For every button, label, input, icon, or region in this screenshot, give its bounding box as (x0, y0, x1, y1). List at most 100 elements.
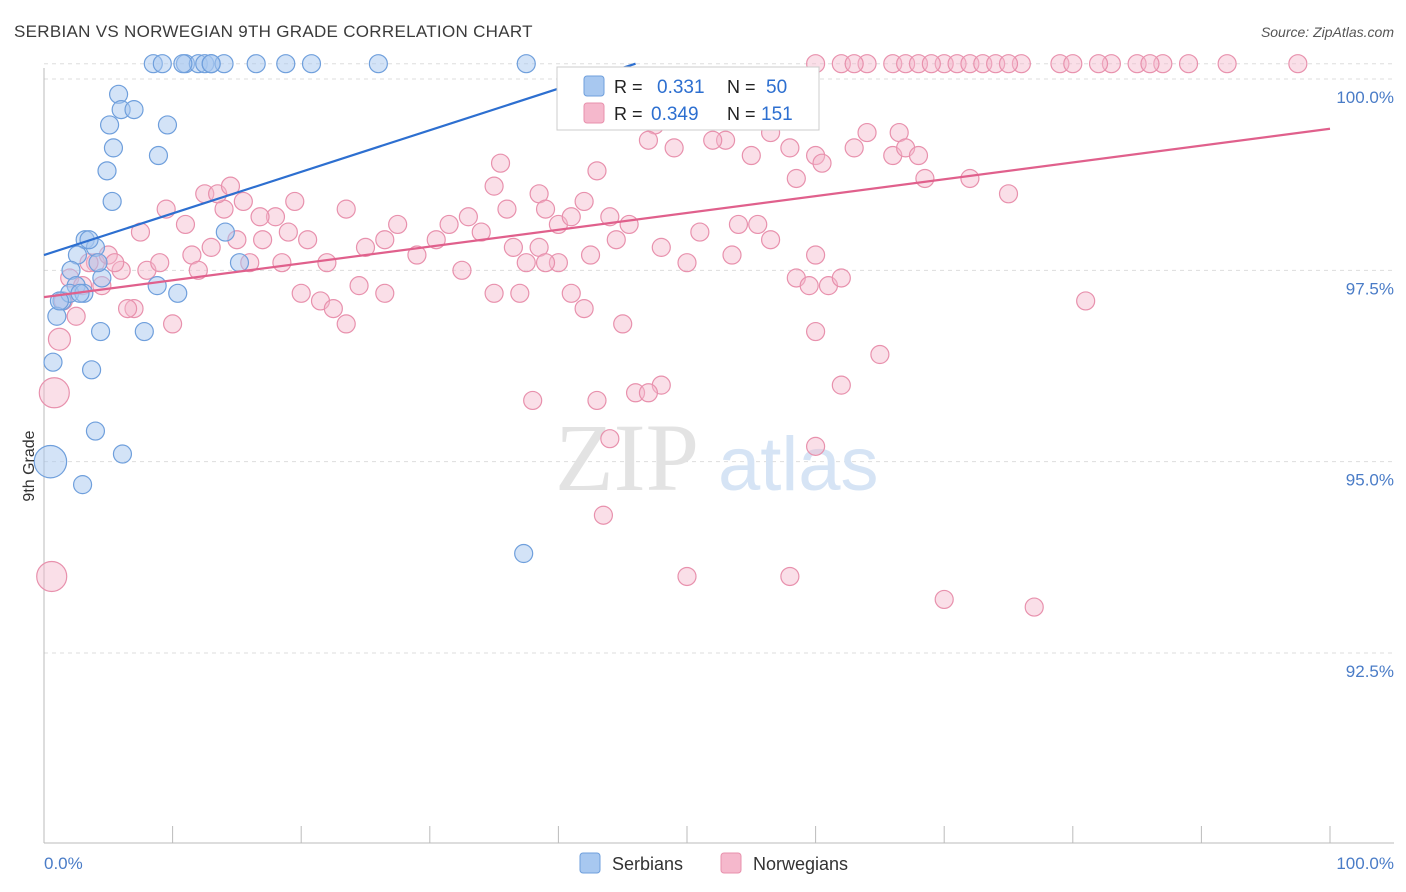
bottom-legend: Serbians Norwegians (579, 852, 848, 874)
norwegians-point (844, 54, 864, 74)
norwegians-point (741, 145, 761, 166)
norwegians-point (580, 245, 601, 265)
serbians-point (301, 54, 322, 74)
norwegians-point (799, 276, 819, 296)
norwegians-point (497, 199, 517, 219)
norwegians-points (36, 54, 1308, 617)
norwegians-point (336, 314, 356, 334)
norwegians-point (870, 344, 890, 365)
stats-n-label-norwegians: N = (727, 104, 756, 124)
norwegians-point (458, 207, 478, 227)
norwegians-point (36, 560, 68, 593)
norwegians-point (484, 283, 504, 303)
stats-legend-swatch-norwegians (583, 102, 605, 124)
serbians-points (33, 54, 536, 564)
stats-legend: R = 0.331 N = 50 R = 0.349 N = 151 (556, 66, 820, 131)
norwegians-point (722, 245, 742, 265)
norwegians-point (317, 253, 337, 273)
norwegians-point (407, 245, 427, 265)
norwegians-point (1088, 54, 1109, 74)
stats-legend-swatch-serbians (583, 75, 605, 97)
norwegians-point (805, 436, 826, 456)
norwegians-point (998, 184, 1019, 204)
norwegians-point (677, 253, 697, 273)
norwegians-point (1076, 291, 1096, 311)
norwegians-point (915, 168, 935, 189)
serbians-point (246, 54, 266, 74)
serbians-point (152, 54, 172, 74)
norwegians-point (703, 130, 723, 150)
norwegians-point (805, 245, 826, 265)
trend-lines (43, 62, 1331, 299)
norwegians-point (606, 230, 626, 250)
norwegians-point (1288, 54, 1308, 74)
y-axis-label: 9th Grade (21, 430, 38, 501)
norwegians-point (651, 237, 671, 257)
norwegians-point (1063, 54, 1083, 74)
serbians-point (97, 161, 117, 181)
norwegians-point (587, 390, 607, 411)
watermark-zip: ZIP (555, 404, 699, 511)
serbians-point (368, 54, 388, 74)
norwegians-point (503, 237, 523, 257)
norwegians-point (285, 191, 305, 212)
serbians-point (201, 54, 221, 74)
norwegians-point (272, 253, 292, 273)
norwegians-point (1178, 54, 1199, 74)
norwegians-point (105, 253, 125, 273)
x-tick-label-max: 100.0% (1336, 854, 1394, 873)
norwegians-point (233, 191, 253, 212)
norwegians-point (574, 299, 594, 319)
norwegians-point (831, 375, 851, 395)
norwegians-point (250, 207, 270, 227)
norwegians-point (857, 122, 877, 143)
y-tick-label: 92.5% (1346, 662, 1394, 681)
serbians-point (90, 321, 111, 342)
norwegians-point (388, 214, 408, 235)
serbians-point (99, 115, 120, 135)
serbians-point (124, 100, 144, 120)
norwegians-point (150, 253, 170, 273)
serbians-trend-line (43, 62, 636, 257)
norwegians-point (561, 207, 581, 227)
norwegians-point (516, 253, 536, 273)
stats-r-value-serbians: 0.331 (657, 77, 705, 98)
norwegians-point (291, 283, 311, 303)
norwegians-point (201, 237, 221, 257)
norwegians-point (265, 207, 286, 227)
chart-source: Source: ZipAtlas.com (1260, 24, 1394, 40)
serbians-point (148, 145, 169, 166)
norwegians-point (484, 176, 504, 196)
stats-r-label-norwegians: R = (614, 104, 643, 124)
norwegians-point (535, 199, 556, 219)
stats-r-label-serbians: R = (614, 77, 643, 97)
norwegians-point (748, 214, 768, 235)
norwegians-point (253, 230, 273, 250)
y-tick-label: 95.0% (1346, 471, 1394, 490)
norwegians-point (664, 138, 684, 158)
serbians-point (81, 360, 102, 380)
norwegians-point (638, 130, 659, 150)
norwegians-point (452, 260, 472, 280)
norwegians-point (1217, 54, 1237, 74)
norwegians-point (47, 327, 72, 351)
serbians-point (85, 421, 106, 441)
norwegians-point (535, 253, 556, 273)
norwegians-point (619, 214, 639, 235)
norwegians-point (490, 153, 511, 173)
norwegians-point (728, 214, 749, 235)
norwegians-point (805, 321, 826, 342)
norwegians-point (574, 191, 594, 212)
serbians-point (102, 191, 122, 212)
norwegians-point (786, 168, 806, 189)
legend-label-norwegians: Norwegians (753, 854, 848, 874)
norwegians-point (375, 283, 395, 303)
serbians-point (134, 321, 154, 342)
serbians-point (147, 276, 167, 296)
norwegians-point (111, 260, 131, 280)
y-tick-label: 97.5% (1346, 279, 1394, 298)
norwegians-point (831, 268, 851, 288)
stats-n-value-serbians: 50 (766, 77, 787, 98)
norwegians-point (298, 230, 318, 250)
norwegians-trend-line (43, 127, 1331, 299)
